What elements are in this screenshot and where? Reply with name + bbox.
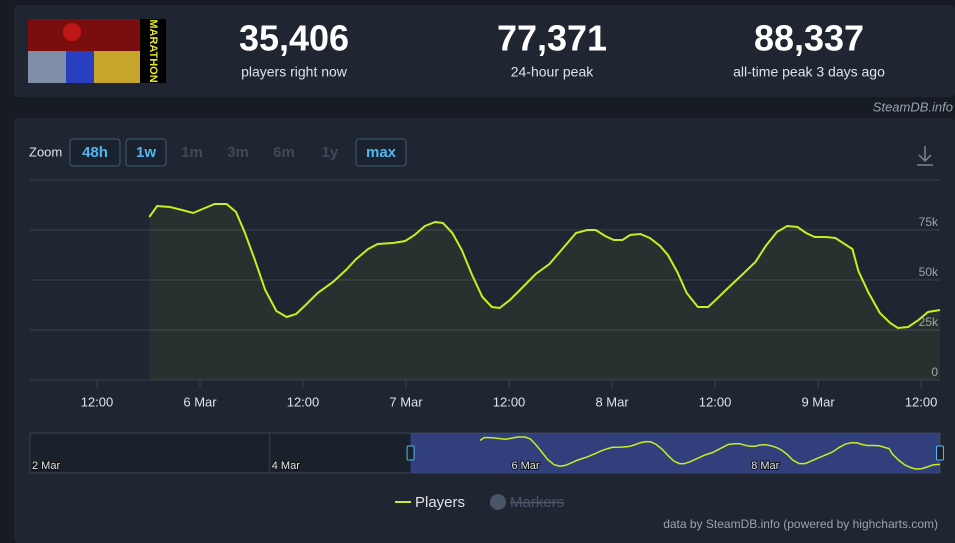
- zoom-button-label[interactable]: 48h: [82, 144, 108, 161]
- credit[interactable]: data by SteamDB.info (powered by highcha…: [663, 517, 938, 531]
- y-tick-label: 0: [931, 365, 938, 379]
- x-tick-label: 12:00: [905, 394, 938, 409]
- thumb-art: [94, 51, 140, 83]
- download-icon[interactable]: [917, 146, 933, 166]
- navigator-handle[interactable]: [406, 445, 415, 461]
- y-tick-label: 75k: [919, 215, 939, 229]
- x-tick-label: 9 Mar: [801, 394, 835, 409]
- zoom-button-label[interactable]: 1w: [136, 144, 156, 161]
- stats: 35,406 players right now 77,371 24-hour pea…: [239, 18, 885, 80]
- thumb-art: [28, 51, 66, 83]
- y-tick-label: 25k: [919, 315, 939, 329]
- thumb-text: MARATHON: [147, 19, 159, 82]
- x-tick-label: 6 Mar: [183, 394, 217, 409]
- stat-value: 77,371: [497, 18, 607, 59]
- stat-label: players right now: [241, 64, 348, 80]
- stat-value: 88,337: [754, 18, 864, 59]
- zoom-label: Zoom: [29, 144, 62, 159]
- zoom-button[interactable]: [125, 138, 167, 167]
- x-tick-label: 12:00: [81, 394, 114, 409]
- zoom-button[interactable]: [355, 138, 407, 167]
- line: [148, 203, 941, 330]
- thumb-art: [63, 23, 81, 41]
- x-tick-label: 7 Mar: [389, 394, 423, 409]
- stats-panel: [14, 5, 955, 97]
- legend-label[interactable]: Players: [415, 494, 465, 511]
- legend-label[interactable]: Markers: [510, 494, 564, 511]
- stat-label: 24-hour peak: [511, 64, 595, 80]
- zoom-button-label[interactable]: max: [366, 144, 397, 161]
- stat-value: 35,406: [239, 18, 349, 59]
- zoom-button[interactable]: [69, 138, 121, 167]
- navigator-tick-label: 4 Mar: [272, 460, 300, 472]
- game-thumbnail: MARATHON: [28, 19, 166, 83]
- area: [149, 204, 941, 380]
- icon-part: [918, 154, 932, 163]
- navigator-tick-label: 8 Mar: [751, 460, 779, 472]
- zoom-button-label: 3m: [227, 144, 249, 161]
- legend-symbol[interactable]: [490, 494, 506, 510]
- zoom-button-label: 1m: [181, 144, 203, 161]
- zoom-button-label: 6m: [273, 144, 295, 161]
- navigator-selection[interactable]: [410, 433, 940, 473]
- zoom-button-label: 1y: [322, 144, 339, 161]
- y-tick-label: 50k: [919, 265, 939, 279]
- x-tick-label: 12:00: [493, 394, 526, 409]
- navigator-tick-label: 6 Mar: [511, 460, 539, 472]
- x-tick-label: 8 Mar: [595, 394, 629, 409]
- navigator-line: [479, 436, 941, 470]
- source[interactable]: SteamDB.info: [873, 99, 953, 114]
- x-tick-label: 12:00: [699, 394, 732, 409]
- stat-label: all-time peak 3 days ago: [733, 64, 885, 80]
- x-tick-label: 12:00: [287, 394, 320, 409]
- thumb-top: [28, 19, 140, 51]
- thumb-art: [66, 51, 94, 83]
- chart: 0 25k 50k 75k 12:00 6 Mar 12:00 7 Mar 12:00 8 Mar…: [29, 203, 944, 531]
- navigator-handle[interactable]: [936, 445, 944, 461]
- navigator-tick-label: 2 Mar: [32, 460, 60, 472]
